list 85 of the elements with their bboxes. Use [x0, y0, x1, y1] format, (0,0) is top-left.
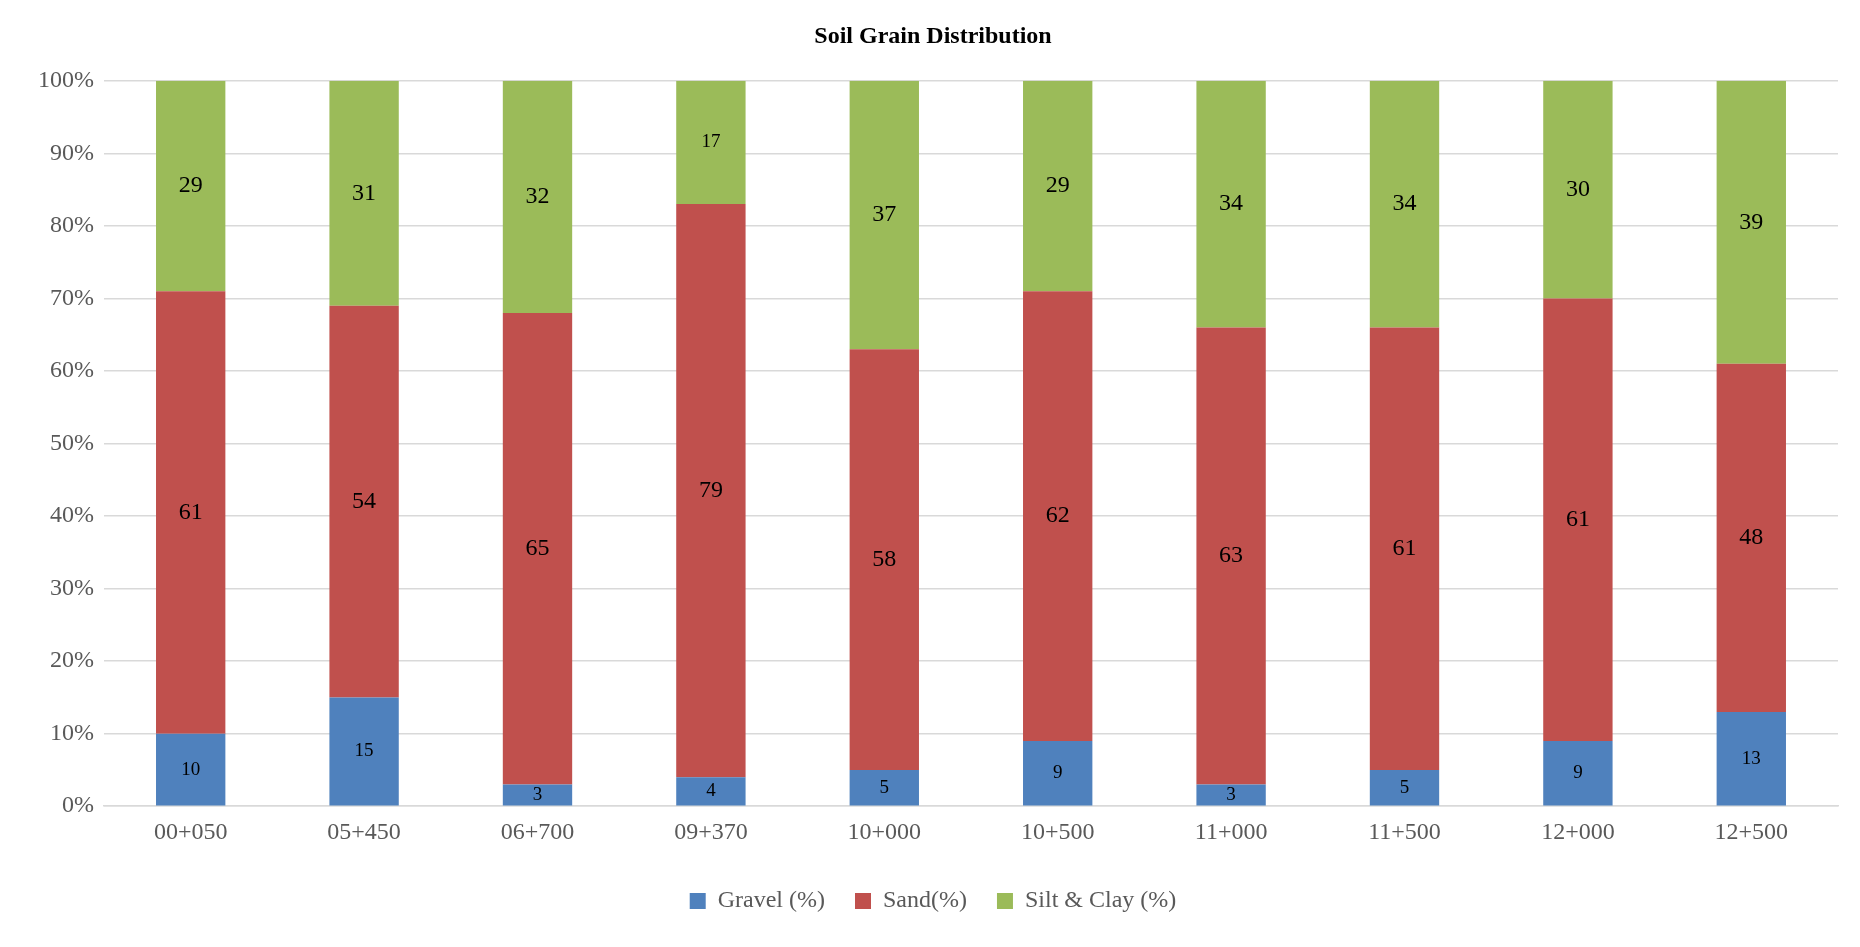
x-tick-label: 05+450: [327, 817, 401, 844]
x-tick-label: 11+500: [1368, 817, 1441, 844]
data-label: 37: [872, 200, 897, 227]
bar: [1543, 298, 1613, 741]
bar: [1196, 327, 1266, 785]
bar: [1369, 327, 1440, 770]
bar: [1023, 291, 1093, 741]
y-tick-label: 40%: [49, 501, 94, 528]
data-label: 29: [178, 171, 203, 198]
bar: [1023, 740, 1093, 806]
data-label: 13: [1741, 746, 1761, 768]
data-label: 79: [698, 475, 723, 502]
bar: [1543, 80, 1613, 299]
bar: [502, 784, 573, 806]
y-tick-label: 100%: [37, 66, 94, 93]
bar: [1196, 80, 1266, 328]
y-tick-label: 80%: [49, 211, 94, 238]
data-label: 61: [1565, 504, 1590, 531]
x-tick-label: 09+370: [674, 817, 748, 844]
data-label: 34: [1219, 189, 1244, 216]
legend-label: Sand(%): [882, 886, 967, 913]
x-tick-label: 12+000: [1541, 817, 1615, 844]
data-label: 58: [872, 544, 897, 571]
y-tick-label: 10%: [49, 718, 94, 745]
data-label: 4: [706, 779, 717, 801]
y-tick-label: 20%: [49, 646, 94, 673]
x-tick-label: 00+050: [153, 817, 228, 844]
legend-label: Silt & Clay (%): [1024, 886, 1177, 913]
bar: [1369, 769, 1440, 806]
bar: [676, 777, 746, 806]
bar: [676, 80, 746, 205]
bar: [329, 697, 399, 806]
x-tick-label: 12+500: [1714, 817, 1789, 844]
data-label: 3: [1226, 782, 1236, 804]
data-label: 15: [354, 739, 374, 761]
data-label: 62: [1045, 501, 1070, 528]
data-label: 30: [1565, 174, 1590, 201]
data-label: 34: [1392, 189, 1417, 216]
bar: [849, 769, 919, 806]
data-label: 48: [1739, 523, 1764, 550]
bar: [1716, 711, 1786, 806]
bar: [156, 80, 226, 292]
bar: [1023, 80, 1093, 292]
bar: [849, 80, 919, 350]
y-tick-label: 70%: [49, 283, 94, 310]
legend-label: Gravel (%): [717, 886, 825, 913]
data-label: 65: [525, 533, 550, 560]
bar: [1716, 363, 1786, 712]
data-label: 10: [181, 757, 201, 779]
data-label: 9: [1573, 761, 1583, 783]
bar: [1716, 80, 1786, 364]
x-tick-label: 10+000: [847, 817, 922, 844]
bar: [329, 305, 399, 698]
bar: [156, 291, 226, 734]
x-tick-label: 10+500: [1020, 817, 1095, 844]
bar: [1196, 784, 1266, 806]
data-label: 5: [1399, 775, 1410, 797]
y-tick-label: 60%: [49, 356, 94, 383]
bar: [329, 80, 399, 306]
bar: [1543, 740, 1613, 806]
data-label: 3: [532, 782, 543, 804]
y-tick-label: 90%: [49, 138, 94, 165]
x-tick-label: 06+700: [500, 817, 575, 844]
data-label: 9: [1052, 761, 1063, 783]
data-label: 54: [352, 486, 377, 513]
data-label: 39: [1739, 207, 1764, 234]
data-label: 31: [352, 178, 377, 205]
data-label: 32: [525, 182, 550, 209]
data-label: 29: [1045, 171, 1070, 198]
y-tick-label: 30%: [49, 573, 94, 600]
bar: [156, 733, 226, 806]
data-label: 17: [701, 130, 721, 152]
chart-title: Soil Grain Distribution: [814, 21, 1052, 48]
y-tick-label: 50%: [49, 428, 94, 455]
bar: [676, 204, 746, 778]
bar: [502, 312, 573, 785]
bar: [849, 349, 919, 770]
data-label: 5: [879, 775, 890, 797]
x-tick-label: 11+000: [1194, 817, 1268, 844]
data-label: 61: [178, 497, 203, 524]
y-tick-label: 0%: [61, 791, 94, 818]
data-label: 61: [1392, 533, 1417, 560]
bar: [1369, 80, 1440, 328]
data-label: 63: [1219, 541, 1244, 568]
bar: [502, 80, 573, 313]
